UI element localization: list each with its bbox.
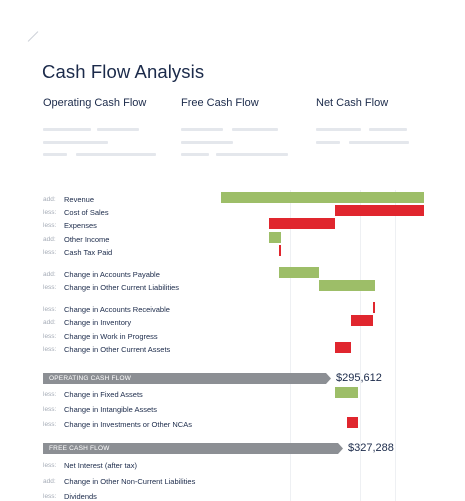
row-label: Cash Tax Paid: [64, 248, 113, 257]
row-prefix: less:: [43, 406, 57, 413]
row-label: Change in Fixed Assets: [64, 390, 143, 399]
row-label: Cost of Sales: [64, 208, 109, 217]
placeholder-line: [316, 141, 340, 144]
placeholder-line: [97, 128, 139, 131]
row-prefix: less:: [43, 462, 57, 469]
row-prefix: less:: [43, 346, 57, 353]
row-label: Change in Other Non-Current Liabilities: [64, 477, 196, 486]
placeholder-line: [232, 128, 278, 131]
metric-operating-cash-flow: Operating Cash Flow: [43, 97, 147, 109]
waterfall-bar: [335, 342, 351, 353]
placeholder-line: [181, 153, 209, 156]
placeholder-line: [181, 141, 233, 144]
subtotal-label: OPERATING CASH FLOW: [49, 375, 132, 382]
row-label: Change in Inventory: [64, 318, 132, 327]
placeholder-line: [369, 128, 407, 131]
subtotal-band: FREE CASH FLOW: [43, 443, 343, 454]
page-title: Cash Flow Analysis: [42, 61, 205, 82]
metric-free-cash-flow: Free Cash Flow: [181, 97, 259, 109]
waterfall-bar: [269, 232, 281, 243]
gridline: [360, 190, 361, 501]
decorative-line: [27, 31, 39, 42]
placeholder-line: [216, 153, 288, 156]
row-prefix: add:: [43, 319, 56, 326]
row-prefix: less:: [43, 306, 57, 313]
gridline: [290, 190, 291, 501]
row-prefix: less:: [43, 493, 57, 500]
placeholder-line: [76, 153, 156, 156]
row-label: Change in Other Current Liabilities: [64, 283, 180, 292]
waterfall-bar: [279, 267, 319, 278]
subtotal-band: OPERATING CASH FLOW: [43, 373, 331, 384]
waterfall-bar: [319, 280, 375, 291]
waterfall-bar: [373, 302, 375, 313]
waterfall-bar: [347, 417, 358, 428]
row-label: Change in Other Current Assets: [64, 345, 171, 354]
row-label: Expenses: [64, 221, 97, 230]
row-label: Dividends: [64, 492, 97, 501]
waterfall-bar: [351, 315, 373, 326]
waterfall-bar: [279, 245, 281, 256]
subtotal-label: FREE CASH FLOW: [49, 445, 110, 452]
gridline: [395, 190, 396, 501]
row-label: Other Income: [64, 235, 110, 244]
row-label: Change in Intangible Assets: [64, 405, 157, 414]
row-prefix: add:: [43, 478, 56, 485]
row-label: Revenue: [64, 195, 95, 204]
waterfall-bar: [221, 192, 424, 203]
placeholder-line: [43, 128, 91, 131]
row-label: Change in Investments or Other NCAs: [64, 420, 192, 429]
row-prefix: add:: [43, 236, 56, 243]
subtotal-value: $295,612: [336, 372, 382, 384]
placeholder-line: [349, 141, 409, 144]
row-prefix: less:: [43, 209, 57, 216]
placeholder-line: [43, 153, 67, 156]
placeholder-line: [181, 128, 223, 131]
row-label: Change in Accounts Payable: [64, 270, 160, 279]
subtotal-value: $327,288: [348, 442, 394, 454]
row-prefix: less:: [43, 249, 57, 256]
row-prefix: less:: [43, 222, 57, 229]
row-prefix: less:: [43, 284, 57, 291]
row-label: Net Interest (after tax): [64, 461, 137, 470]
placeholder-line: [43, 141, 108, 144]
placeholder-line: [316, 128, 361, 131]
row-label: Change in Accounts Receivable: [64, 305, 170, 314]
row-prefix: less:: [43, 391, 57, 398]
waterfall-bar: [335, 387, 358, 398]
waterfall-bar: [335, 205, 424, 216]
row-prefix: less:: [43, 333, 57, 340]
row-prefix: less:: [43, 421, 57, 428]
metric-net-cash-flow: Net Cash Flow: [316, 97, 389, 109]
row-label: Change in Work in Progress: [64, 332, 158, 341]
row-prefix: add:: [43, 196, 56, 203]
row-prefix: add:: [43, 271, 56, 278]
waterfall-bar: [269, 218, 335, 229]
